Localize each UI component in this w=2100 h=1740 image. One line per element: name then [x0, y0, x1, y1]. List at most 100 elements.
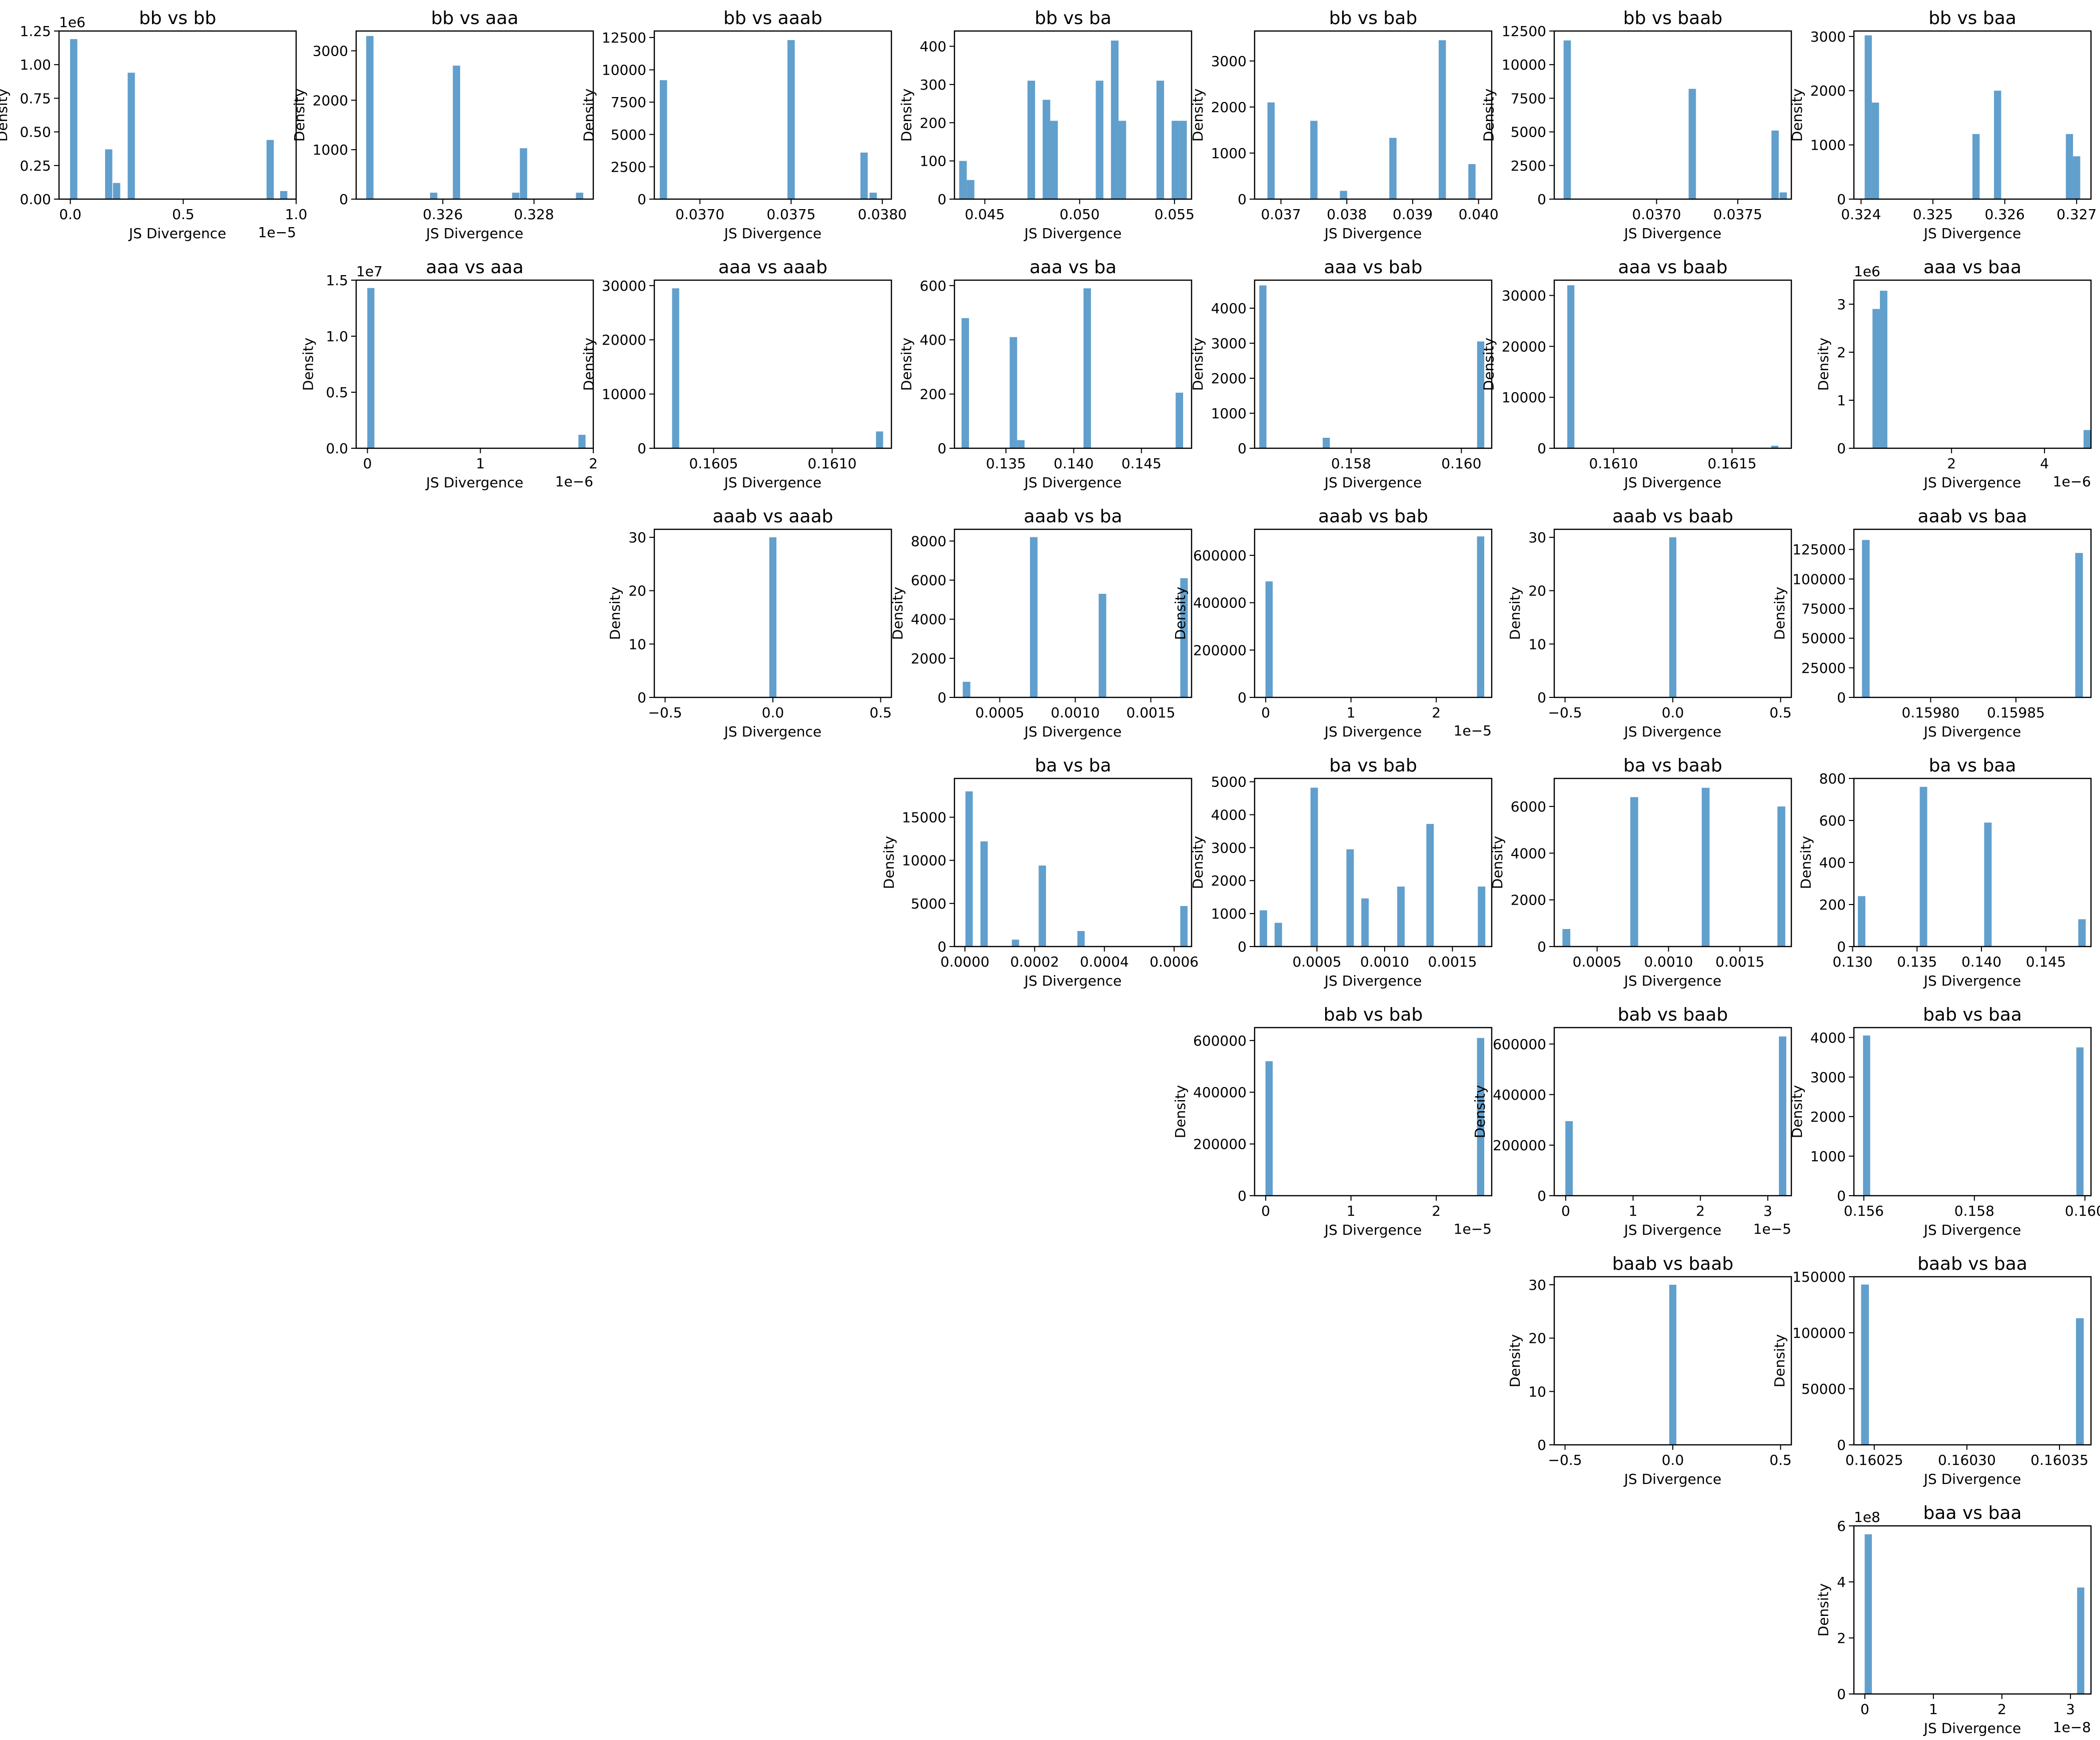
y-axis-label: Density [1481, 338, 1497, 391]
x-axis-label: JS Divergence [1623, 973, 1721, 989]
x-offset-label: 1e−5 [258, 224, 296, 241]
histogram-bar [576, 193, 583, 199]
y-tick-label: 600 [920, 278, 946, 294]
y-tick-label: 12500 [1502, 23, 1546, 40]
histogram-bar [1274, 923, 1282, 947]
axes-frame [1853, 1027, 2092, 1197]
x-axis-label: JS Divergence [1923, 1720, 2021, 1736]
histogram-bar [966, 180, 974, 199]
panel-title: ba vs baab [1623, 755, 1722, 776]
histogram-panel: 0.0000 0.0002 0.0004 0.0006 0 5000 10000 15000 b… [881, 755, 1199, 989]
y-tick-label: 5000 [1211, 774, 1247, 790]
y-tick-label: 0 [937, 689, 946, 706]
histogram-bar [1389, 138, 1397, 199]
histogram-panel: 0.326 0.328 0 1000 2000 3000 bb vs aaa JS Diver… [291, 8, 594, 242]
histogram-bar [672, 288, 679, 448]
x-tick-label: 0.1615 [1708, 455, 1757, 472]
histogram-bar [2075, 553, 2083, 697]
panel-title: aaa vs aaab [718, 257, 827, 278]
y-tick-label: 4000 [1511, 845, 1546, 861]
x-tick-label: 0.135 [1897, 954, 1937, 970]
y-axis-label: Density [898, 89, 915, 142]
y-offset-label: 1e8 [1854, 1509, 1880, 1525]
x-tick-label: −0.5 [648, 704, 682, 721]
panel-title: bab vs baab [1618, 1005, 1728, 1025]
axes-frame [953, 528, 1193, 698]
y-axis-label: Density [1771, 1334, 1788, 1387]
panel-title: aaa vs aaa [426, 257, 523, 278]
y-tick-label: 1000 [1810, 1148, 1846, 1165]
histogram-bar [1771, 130, 1779, 199]
y-tick-label: 1.00 [20, 57, 51, 73]
y-tick-label: 0.75 [20, 90, 51, 107]
histogram-bar [2065, 134, 2073, 199]
y-axis-label: Density [1771, 587, 1788, 640]
x-tick-label: 0.16025 [1845, 1452, 1903, 1468]
y-tick-label: 100000 [1792, 1325, 1846, 1341]
x-tick-label: 0.145 [1122, 455, 1162, 472]
y-axis-label: Density [581, 338, 597, 391]
histogram-panel: 0.037 0.038 0.039 0.040 0 1000 2000 3000 bb vs b… [1190, 8, 1499, 242]
y-tick-label: 20 [1528, 1330, 1546, 1347]
histogram-bar [961, 318, 969, 448]
histogram-bar [2076, 1318, 2084, 1445]
x-tick-label: 0.158 [1331, 455, 1371, 472]
y-tick-label: 0 [1537, 939, 1546, 955]
histogram-bar [1323, 438, 1330, 448]
panel-title: bab vs bab [1324, 1005, 1423, 1025]
y-tick-label: 0 [1837, 191, 1846, 208]
y-axis-label: Density [889, 587, 906, 640]
y-tick-label: 400 [1819, 854, 1846, 871]
x-tick-label: 0.156 [1844, 1203, 1884, 1219]
histogram-panel: 0 1 2 0 200000 400000 600000 bab vs bab JS Diver… [1172, 1005, 1493, 1238]
histogram-bar [1468, 164, 1476, 199]
histogram-panel: 0.15980 0.15985 0 25000 50000 75000 100000 1250… [1771, 506, 2092, 740]
histogram-panel: 0.0005 0.0010 0.0015 0 1000 2000 3000 4000 5000 b… [1190, 755, 1493, 989]
y-tick-label: 400000 [1193, 1084, 1247, 1101]
y-axis-label: Density [1481, 89, 1497, 142]
panel-title: aaab vs bab [1318, 506, 1428, 527]
x-tick-label: 0.0375 [766, 206, 815, 223]
histogram-bar [1050, 121, 1058, 199]
y-tick-label: 400000 [1493, 1087, 1546, 1103]
y-tick-label: 0.50 [20, 124, 51, 141]
x-tick-label: 0.328 [514, 206, 554, 223]
x-axis-label: JS Divergence [1324, 474, 1422, 491]
y-tick-label: 600000 [1493, 1036, 1546, 1053]
y-tick-label: 0 [1837, 689, 1846, 706]
histogram-bar [860, 152, 868, 199]
histogram-bar [1994, 91, 2001, 199]
y-offset-label: 1e7 [356, 263, 383, 280]
y-tick-label: 10000 [602, 386, 646, 403]
y-tick-label: 8000 [911, 533, 946, 549]
histogram-bar [1871, 103, 1879, 199]
y-tick-label: 2 [1837, 1630, 1846, 1646]
x-tick-label: 1 [1347, 704, 1356, 721]
panel-title: bb vs baa [1928, 8, 2016, 29]
x-tick-label: 0.045 [965, 206, 1005, 223]
histogram-bar [959, 161, 967, 199]
histogram-bar [2078, 919, 2086, 947]
y-tick-label: 30 [1528, 1277, 1546, 1293]
histogram-bar [1972, 134, 1980, 199]
y-tick-label: 6000 [1511, 798, 1546, 815]
y-tick-label: 600 [1819, 812, 1846, 829]
histogram-bar [266, 140, 274, 199]
histogram-bar [2073, 156, 2080, 199]
x-tick-label: 0 [1561, 1203, 1570, 1219]
histogram-panel: 2 4 0 1 2 3 aaa vs baa JS Divergence Density 1e−6… [1815, 257, 2092, 491]
panel-title: aaa vs baab [1618, 257, 1728, 278]
histogram-bar [787, 40, 795, 199]
y-axis-label: Density [1190, 338, 1206, 391]
y-tick-label: 2000 [1810, 1109, 1846, 1125]
y-tick-label: 4000 [911, 611, 946, 628]
histogram-bar [1477, 536, 1485, 697]
x-tick-label: 0.038 [1327, 206, 1367, 223]
y-tick-label: 30 [628, 529, 646, 546]
y-axis-label: Density [291, 89, 308, 142]
histogram-bar [980, 841, 988, 947]
y-tick-label: 0 [1238, 191, 1247, 208]
histogram-bar [1861, 1284, 1869, 1445]
axes-frame [953, 279, 1193, 449]
